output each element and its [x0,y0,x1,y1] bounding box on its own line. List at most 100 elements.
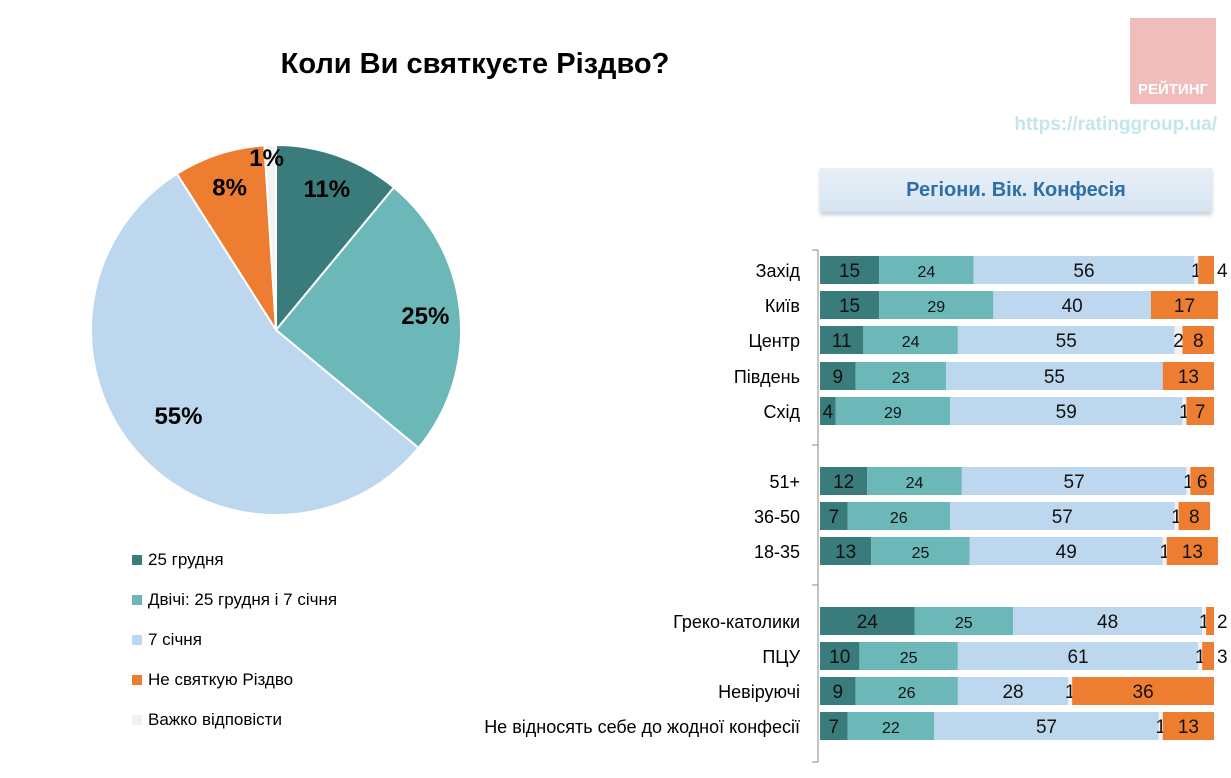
legend-item: Двічі: 25 грудня і 7 січня [132,590,337,610]
bar-data-label: 26 [898,685,916,702]
bar-data-label: 13 [1182,542,1203,563]
bar-data-label: 1 [1171,507,1182,528]
bar-segment [1182,326,1214,354]
legend-item: 25 грудня [132,550,224,570]
bar-segment [820,537,872,565]
bar-segment [1174,326,1183,354]
bar-segment [1072,677,1214,705]
bar-chart-title: Регіони. Вік. Конфесія [820,168,1212,212]
bar-data-label: 57 [1052,507,1073,528]
bar-segment [863,326,958,354]
legend-label: 25 грудня [148,550,224,569]
category-label: Невіруючі [718,682,800,702]
bar-data-label: 15 [839,261,860,282]
pie-slice [275,143,396,333]
bar-data-label: 6 [1197,472,1208,493]
bar-segment [1202,607,1207,635]
bar-segment [1190,467,1214,495]
bar-segment [1202,642,1214,670]
bar-data-label: 9 [832,682,843,703]
bar-segment [879,256,974,284]
bar-segment [835,397,951,425]
bar-data-label: 3 [1217,647,1228,668]
bar-segment [1182,397,1187,425]
legend-item: Важко відповісти [132,710,282,730]
bar-segment [1150,291,1218,319]
bar-data-label: 1 [1156,717,1167,738]
bar-segment [820,607,915,635]
bar-segment [1162,537,1167,565]
category-label: 51+ [769,472,800,492]
bar-data-label: 8 [1189,507,1200,528]
category-label: Київ [765,296,800,316]
logo-text: РЕЙТИНГ [1137,81,1209,98]
legend-label: Важко відповісти [148,710,282,729]
bar-segment [1162,362,1214,390]
bar-segment [820,256,880,284]
bar-segment [855,677,958,705]
bar-segment [820,397,836,425]
bar-segment [946,362,1163,390]
bar-data-label: 1 [1183,472,1194,493]
bar-segment [847,502,951,530]
bar-segment [957,677,1069,705]
bar-segment [871,537,970,565]
pie-data-label: 11% [303,176,350,203]
legend-label: Двічі: 25 грудня і 7 січня [148,590,338,609]
bar-segment [1158,712,1163,740]
bar-segment [957,642,1199,670]
bar-data-label: 13 [1178,717,1199,738]
bar-data-label: 12 [833,472,854,493]
bar-data-label: 25 [955,615,973,632]
bar-data-label: 7 [829,717,840,738]
category-label: Не відносять себе до жодної конфесії [484,717,800,737]
bar-data-label: 1 [1159,542,1170,563]
website-url[interactable]: https://ratinggroup.ua/ [1014,114,1217,135]
pie-slice [263,143,277,331]
bar-segment [950,397,1183,425]
legend-swatch [132,595,142,605]
pie-chart: 11% 25% 55% 8%1% [90,143,462,516]
legend-item: 7 січня [132,630,202,650]
bar-segment [820,291,880,319]
bar-data-label: 57 [1036,717,1057,738]
bar-data-label: 1 [1065,682,1076,703]
pie-slice [175,144,277,331]
bar-data-label: 25 [900,650,918,667]
bar-data-label: 9 [832,367,843,388]
bar-data-label: 49 [1056,542,1077,563]
bar-segment [993,291,1151,319]
bar-segment [820,712,848,740]
bar-data-label: 59 [1056,402,1077,423]
bar-data-label: 61 [1067,647,1088,668]
bar-data-label: 26 [890,510,908,527]
bar-data-label: 22 [882,720,900,737]
bar-data-label: 29 [884,405,902,422]
legend-swatch [132,555,142,565]
bar-data-label: 48 [1097,612,1118,633]
bar-data-label: 1 [1199,612,1210,633]
bar-data-label: 11 [832,331,852,352]
legend-item: Не святкую Різдво [132,670,293,690]
bar-data-label: 40 [1062,296,1083,317]
bar-data-label: 1 [1195,647,1206,668]
category-label: 36-50 [754,507,800,527]
pie-data-label: 55% [154,403,202,430]
bar-segment [1186,467,1191,495]
bar-segment [1198,642,1203,670]
bar-data-label: 2 [1173,331,1184,352]
bar-segment [847,712,935,740]
bar-data-label: 23 [892,370,910,387]
bar-segment [820,502,848,530]
bar-segment [1194,256,1199,284]
bar-data-label: 4 [823,402,834,423]
category-label: Греко-католики [673,612,800,632]
bar-data-label: 36 [1133,682,1154,703]
bar-segment [1162,712,1214,740]
legend-swatch [132,715,142,725]
bar-segment [1068,677,1073,705]
bar-segment [867,467,962,495]
bar-data-label: 28 [1002,682,1023,703]
category-label: Центр [748,331,800,351]
